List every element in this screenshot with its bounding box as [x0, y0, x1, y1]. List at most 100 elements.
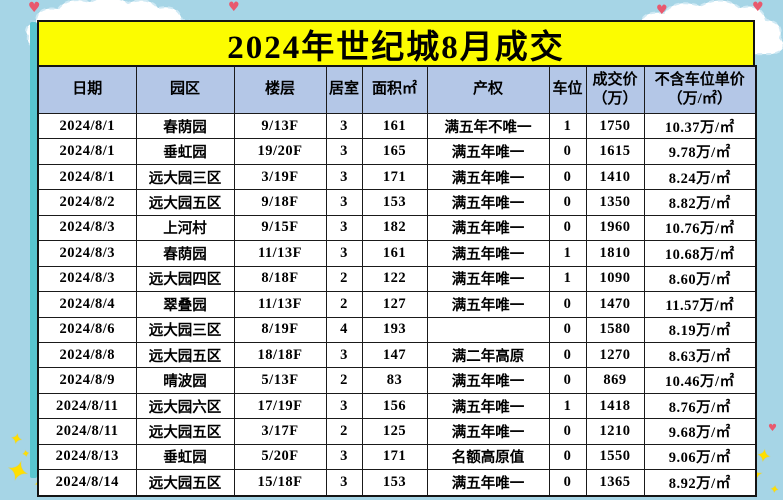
- cell-ownership: 名额高原值: [426, 443, 550, 471]
- col-header-price: 成交价 （万）: [585, 65, 645, 114]
- cell-ownership: 满五年唯一: [426, 469, 550, 497]
- table-row: 2024/8/2 远大园五区 9/18F 3 153 满五年唯一 0 1350 …: [37, 189, 757, 216]
- cell-area: 171: [361, 443, 428, 471]
- cell-unit-price: 10.46万/㎡: [643, 367, 757, 394]
- table-row: 2024/8/14 远大园五区 15/18F 3 153 满五年唯一 0 136…: [37, 469, 757, 497]
- table-row: 2024/8/4 翠叠园 11/13F 2 127 满五年唯一 0 1470 1…: [37, 291, 757, 318]
- cell-parking: 0: [548, 418, 587, 445]
- cell-area: 153: [361, 469, 428, 497]
- cell-floor: 9/13F: [233, 112, 327, 140]
- cell-park: 翠叠园: [135, 291, 235, 318]
- cell-rooms: 2: [325, 418, 363, 445]
- cell-date: 2024/8/9: [37, 367, 137, 394]
- page-title: 2024年世纪城8月成交: [227, 29, 565, 66]
- cell-ownership: 满二年高原: [426, 341, 550, 369]
- cell-area: 182: [361, 214, 428, 242]
- cell-date: 2024/8/14: [37, 469, 137, 497]
- cell-date: 2024/8/2: [37, 189, 137, 216]
- cell-unit-price: 8.82万/㎡: [643, 189, 757, 216]
- table-row: 2024/8/1 远大园三区 3/19F 3 171 满五年唯一 0 1410 …: [37, 163, 757, 191]
- cell-parking: 0: [548, 291, 587, 318]
- cell-price: 1615: [585, 138, 645, 165]
- cell-parking: 0: [548, 443, 587, 471]
- table-left-accent-stripe: [30, 22, 37, 478]
- cell-park: 远大园四区: [135, 265, 235, 293]
- table-header: 日期 园区 楼层 居室 面积㎡ 产权 车位 成交价 （万） 不含车位单价 （万/…: [37, 65, 757, 114]
- cell-ownership: 满五年唯一: [426, 163, 550, 191]
- cell-park: 远大园三区: [135, 316, 235, 343]
- cell-parking: 1: [548, 265, 587, 293]
- cell-price: 1210: [585, 418, 645, 445]
- cell-area: 161: [361, 240, 428, 267]
- cell-rooms: 3: [325, 163, 363, 191]
- cell-rooms: 3: [325, 112, 363, 140]
- heart-icon: ♥: [752, 0, 764, 15]
- cell-floor: 11/13F: [233, 240, 327, 267]
- cell-rooms: 2: [325, 367, 363, 394]
- cell-parking: 1: [548, 112, 587, 140]
- table-row: 2024/8/3 上河村 9/15F 3 182 满五年唯一 0 1960 10…: [37, 214, 757, 242]
- heart-icon: ♥: [28, 0, 41, 16]
- cell-area: 156: [361, 392, 428, 420]
- cell-parking: 1: [548, 240, 587, 267]
- cell-unit-price: 10.37万/㎡: [643, 112, 757, 140]
- cell-price: 1750: [585, 112, 645, 140]
- heart-icon: ♥: [768, 423, 777, 434]
- cell-floor: 17/19F: [233, 392, 327, 420]
- cell-unit-price: 9.68万/㎡: [643, 418, 757, 445]
- cell-rooms: 3: [325, 443, 363, 471]
- cell-floor: 3/17F: [233, 418, 327, 445]
- cell-rooms: 2: [325, 291, 363, 318]
- sparkle-icon: ✦: [769, 482, 781, 497]
- col-header-floor: 楼层: [233, 65, 327, 114]
- cell-date: 2024/8/13: [37, 443, 137, 471]
- col-header-unit-price: 不含车位单价 （万/㎡）: [643, 65, 757, 114]
- cell-ownership: 满五年唯一: [426, 392, 550, 420]
- cell-unit-price: 8.92万/㎡: [643, 469, 757, 497]
- cell-price: 1365: [585, 469, 645, 497]
- cell-ownership: 满五年唯一: [426, 418, 550, 445]
- col-header-park: 园区: [135, 65, 235, 114]
- title-banner: 2024年世纪城8月成交: [37, 20, 755, 67]
- cell-park: 春荫园: [135, 240, 235, 267]
- cell-price: 1810: [585, 240, 645, 267]
- cell-rooms: 3: [325, 240, 363, 267]
- cell-date: 2024/8/3: [37, 240, 137, 267]
- cell-rooms: 3: [325, 214, 363, 242]
- cell-floor: 19/20F: [233, 138, 327, 165]
- cell-parking: 1: [548, 392, 587, 420]
- cell-floor: 9/15F: [233, 214, 327, 242]
- col-header-ownership: 产权: [426, 65, 550, 114]
- cell-floor: 8/19F: [233, 316, 327, 343]
- cell-ownership: 满五年唯一: [426, 214, 550, 242]
- cell-ownership: 满五年唯一: [426, 138, 550, 165]
- cell-park: 远大园三区: [135, 163, 235, 191]
- cell-price: 1960: [585, 214, 645, 242]
- cell-ownership: 满五年唯一: [426, 367, 550, 394]
- cell-unit-price: 8.24万/㎡: [643, 163, 757, 191]
- cell-floor: 9/18F: [233, 189, 327, 216]
- cell-park: 晴波园: [135, 367, 235, 394]
- cell-unit-price: 9.06万/㎡: [643, 443, 757, 471]
- cell-area: 147: [361, 341, 428, 369]
- cell-rooms: 3: [325, 138, 363, 165]
- cell-park: 春荫园: [135, 112, 235, 140]
- cell-date: 2024/8/8: [37, 341, 137, 369]
- cell-area: 165: [361, 138, 428, 165]
- cell-date: 2024/8/1: [37, 112, 137, 140]
- cell-price: 1350: [585, 189, 645, 216]
- cell-ownership: 满五年唯一: [426, 189, 550, 216]
- sparkle-icon: ✦: [1, 452, 35, 491]
- cell-unit-price: 9.78万/㎡: [643, 138, 757, 165]
- cell-price: 1580: [585, 316, 645, 343]
- cell-price: 869: [585, 367, 645, 394]
- cell-park: 远大园六区: [135, 392, 235, 420]
- cell-ownership: 满五年唯一: [426, 291, 550, 318]
- cell-park: 上河村: [135, 214, 235, 242]
- cell-parking: 0: [548, 163, 587, 191]
- cell-unit-price: 11.57万/㎡: [643, 291, 757, 318]
- cell-rooms: 3: [325, 392, 363, 420]
- cell-floor: 8/18F: [233, 265, 327, 293]
- cell-parking: 0: [548, 214, 587, 242]
- cell-area: 83: [361, 367, 428, 394]
